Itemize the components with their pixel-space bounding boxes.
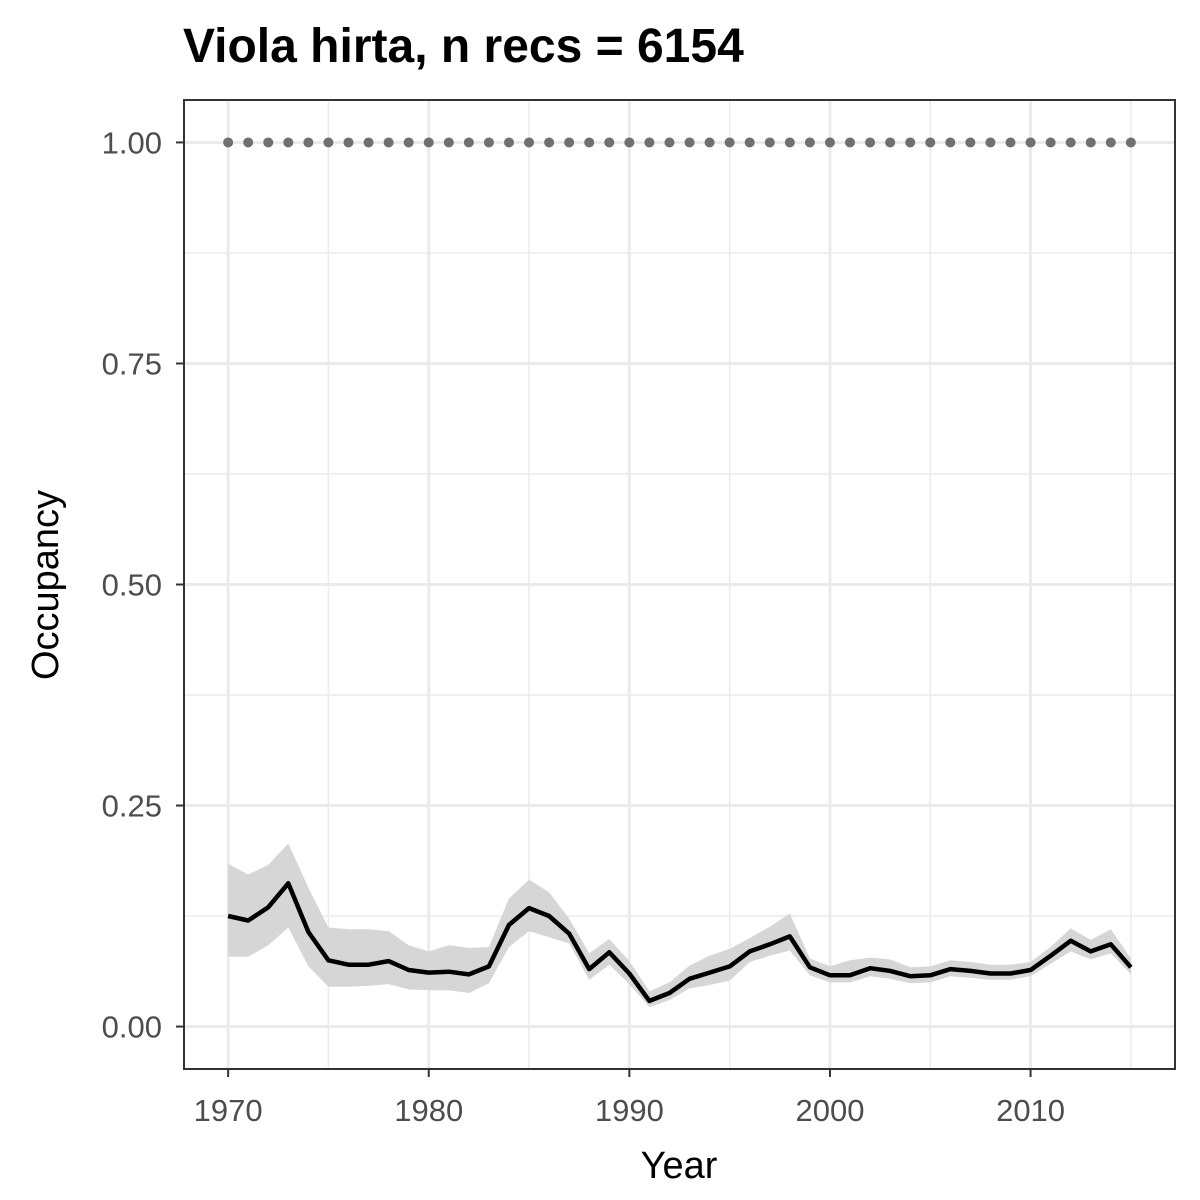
reference-point bbox=[223, 137, 234, 148]
reference-point bbox=[343, 137, 354, 148]
reference-point bbox=[704, 137, 715, 148]
reference-point bbox=[764, 137, 775, 148]
reference-point bbox=[824, 137, 835, 148]
reference-point bbox=[443, 137, 454, 148]
reference-point bbox=[303, 137, 314, 148]
reference-point bbox=[1065, 137, 1076, 148]
reference-point bbox=[1105, 137, 1116, 148]
reference-point bbox=[403, 137, 414, 148]
reference-point bbox=[885, 137, 896, 148]
reference-point bbox=[965, 137, 976, 148]
y-tick-label: 0.25 bbox=[102, 789, 162, 824]
reference-point bbox=[684, 137, 695, 148]
reference-point bbox=[1125, 137, 1136, 148]
reference-point bbox=[845, 137, 856, 148]
axis-ticks bbox=[176, 141, 1032, 1077]
reference-point bbox=[784, 137, 795, 148]
reference-point bbox=[604, 137, 615, 148]
grid-lines bbox=[184, 100, 1175, 1069]
x-tick-label: 1970 bbox=[194, 1093, 263, 1128]
reference-point bbox=[644, 137, 655, 148]
reference-point bbox=[363, 137, 374, 148]
reference-point bbox=[564, 137, 575, 148]
y-tick-label: 1.00 bbox=[102, 125, 162, 160]
confidence-band-layer bbox=[228, 843, 1131, 1008]
reference-point bbox=[1005, 137, 1016, 148]
x-axis-title: Year bbox=[641, 1145, 718, 1187]
reference-point bbox=[1045, 137, 1056, 148]
y-tick-labels: 0.00 0.25 0.50 0.75 1.00 bbox=[102, 125, 162, 1044]
reference-point bbox=[524, 137, 535, 148]
occupancy-line-layer bbox=[227, 881, 1133, 1004]
reference-point bbox=[624, 137, 635, 148]
reference-point bbox=[945, 137, 956, 148]
x-tick-label: 2000 bbox=[795, 1093, 864, 1128]
reference-point bbox=[423, 137, 434, 148]
reference-point bbox=[925, 137, 936, 148]
reference-point bbox=[1085, 137, 1096, 148]
chart-title: Viola hirta, n recs = 6154 bbox=[183, 20, 744, 73]
reference-point bbox=[483, 137, 494, 148]
reference-point bbox=[865, 137, 876, 148]
reference-point bbox=[243, 137, 254, 148]
reference-point bbox=[263, 137, 274, 148]
x-tick-label: 1990 bbox=[595, 1093, 664, 1128]
x-tick-label: 2010 bbox=[996, 1093, 1065, 1128]
x-tick-label: 1980 bbox=[394, 1093, 463, 1128]
y-tick-label: 0.00 bbox=[102, 1010, 162, 1045]
reference-point bbox=[905, 137, 916, 148]
reference-points-layer bbox=[223, 137, 1136, 148]
reference-point bbox=[744, 137, 755, 148]
reference-point bbox=[804, 137, 815, 148]
y-tick-label: 0.75 bbox=[102, 346, 162, 381]
reference-point bbox=[323, 137, 334, 148]
reference-point bbox=[724, 137, 735, 148]
occupancy-line bbox=[227, 881, 1133, 1004]
reference-point bbox=[584, 137, 595, 148]
reference-point bbox=[503, 137, 514, 148]
reference-point bbox=[383, 137, 394, 148]
y-tick-label: 0.50 bbox=[102, 568, 162, 603]
reference-point bbox=[463, 137, 474, 148]
reference-point bbox=[283, 137, 294, 148]
reference-point bbox=[985, 137, 996, 148]
x-tick-labels: 1970 1980 1990 2000 2010 bbox=[194, 1093, 1065, 1128]
reference-point bbox=[1025, 137, 1036, 148]
confidence-band bbox=[228, 843, 1131, 1008]
y-axis-title: Occupancy bbox=[25, 490, 67, 680]
reference-point bbox=[544, 137, 555, 148]
reference-point bbox=[664, 137, 675, 148]
